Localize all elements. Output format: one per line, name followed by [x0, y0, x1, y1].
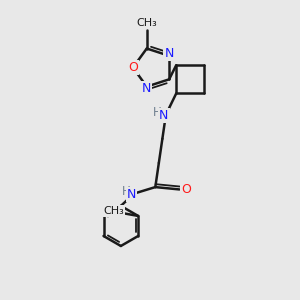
Text: H: H	[153, 106, 162, 119]
Text: H: H	[122, 185, 130, 198]
Text: N: N	[164, 47, 174, 60]
Text: N: N	[159, 109, 169, 122]
Text: N: N	[142, 82, 152, 95]
Text: O: O	[181, 183, 191, 196]
Text: N: N	[127, 188, 136, 201]
Text: O: O	[128, 61, 138, 74]
Text: CH₃: CH₃	[103, 206, 124, 216]
Text: CH₃: CH₃	[136, 18, 157, 28]
